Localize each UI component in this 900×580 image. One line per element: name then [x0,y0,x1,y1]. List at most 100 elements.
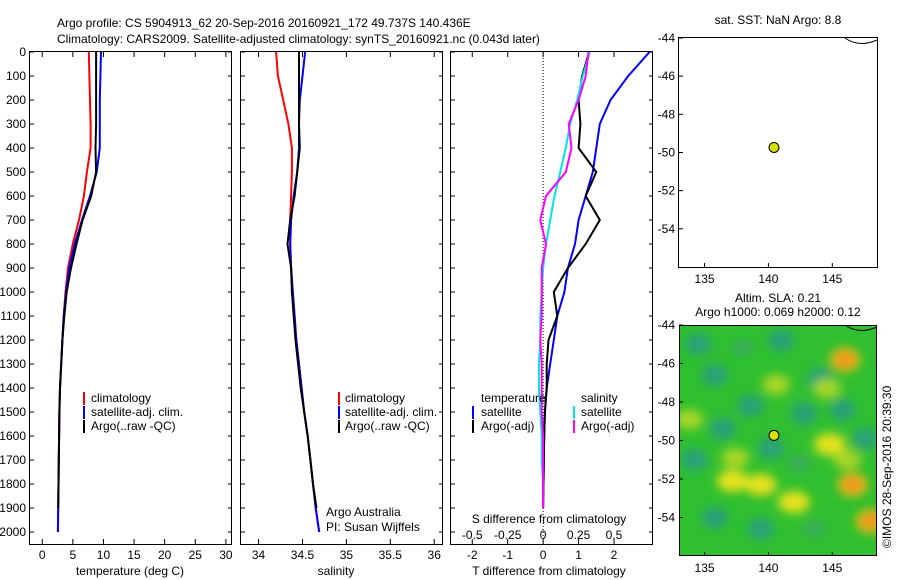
x2-tick-label: 0.25 [567,528,591,542]
x-tick-label: 5 [70,548,77,562]
legend-title-salinity: salinity [581,391,618,405]
sla-anomaly-cell [829,398,856,421]
legend-label-s-satellite: satellite [581,405,622,419]
difference-legend: temperature salinity satellite Argo(-adj… [472,391,634,433]
salinity-panel: 34 34.5 35 35.5 36 [241,51,443,562]
x2-tick-label: -0.25 [494,528,522,542]
y-tick-label: -44 [658,31,676,45]
series-line-argo-raw-qc [286,52,318,509]
legend-title-temperature: temperature [481,391,546,405]
s-difference-xlabel: S difference from climatology [472,512,627,526]
x-tick-label: 0 [540,548,547,562]
y-tick-label: -52 [658,184,676,198]
x-tick-label: 35.5 [379,548,403,562]
series-line-temperature-argo-adj [542,51,601,509]
legend-label-t-argo: Argo(-adj) [481,419,534,433]
y-tick-label: 1500 [0,405,26,419]
x-tick-label: 135 [695,272,715,286]
sla-anomaly-cell [791,402,818,425]
sla-map-title-1: Altim. SLA: 0.21 [735,291,821,305]
sst-map-title: sat. SST: NaN Argo: 8.8 [715,13,842,27]
sla-anomaly-cell [757,437,784,460]
x2-tick-label: 0 [540,528,547,542]
legend-label-climatology: climatology [91,391,151,405]
sla-anomaly-cell [737,394,764,417]
y-tick-label: 900 [6,261,26,275]
sla-anomaly-core [836,353,854,367]
x-tick-label: 135 [695,561,715,575]
y-tick-label: -46 [658,357,676,371]
sla-anomaly-cell [777,491,810,514]
y-tick-label: 800 [6,237,26,251]
y-tick-label: -50 [658,146,676,160]
x-tick-label: 140 [758,561,778,575]
sla-anomaly-cell [701,364,728,387]
sla-anomaly-cell [852,427,877,450]
y-tick-label: 1700 [0,453,26,467]
x-tick-label: 34.5 [291,548,315,562]
sla-anomaly-cell [813,378,842,399]
sla-anomaly-cell [788,454,811,473]
series-line-satellite-adj-clim [289,51,321,533]
sla-anomaly-cell [768,329,795,352]
y-tick-label: 600 [6,189,26,203]
x2-tick-label: -0.5 [462,528,483,542]
sla-anomaly-cell [803,520,826,539]
sla-field [679,329,877,541]
series-line-climatology [56,51,92,533]
legend-label-argo: Argo(..raw -QC) [91,419,176,433]
y-tick-label: 1300 [0,357,26,371]
legend-label-argo: Argo(..raw -QC) [345,419,430,433]
temperature-xlabel: temperature (deg C) [76,564,184,578]
sla-anomaly-cell [701,506,728,529]
salinity-xlabel: salinity [318,564,355,578]
y-tick-label: 2000 [0,525,26,539]
x-tick-label: 2 [611,548,618,562]
y-tick-label: -54 [658,222,676,236]
header-line-2: Climatology: CARS2009. Satellite-adjuste… [57,32,540,46]
y-tick-label: -48 [658,107,676,121]
sst-map-panel: 135 140 145 -44 -46 -48 -50 -52 -54 [658,31,878,286]
y-tick-label: -54 [658,511,676,525]
sla-anomaly-cell [813,433,846,456]
temperature-legend: climatology satellite-adj. clim. Argo(..… [83,391,183,433]
x-tick-label: 34 [252,548,266,562]
series-line-satellite-adj-clim [56,51,102,533]
series-line-argo-raw-qc [57,52,98,509]
y-tick-label: -46 [658,69,676,83]
sla-anomaly-cell [833,449,862,470]
sst-map-frame [678,37,878,268]
coastline [844,324,878,331]
x-tick-label: -2 [467,548,478,562]
series-line-salinity-satellite [537,51,591,508]
sla-anomaly-cell [681,448,708,471]
x-tick-label: 20 [158,548,172,562]
y-tick-label: 300 [6,117,26,131]
x-tick-label: 35 [340,548,354,562]
x-tick-label: 0 [39,548,46,562]
x-tick-label: 25 [189,548,203,562]
sla-anomaly-core [862,514,877,528]
sla-anomaly-cell [744,473,777,496]
y-tick-label: -50 [658,434,676,448]
sla-anomaly-core [844,478,861,492]
sla-anomaly-cell [762,374,791,395]
y-tick-label: 200 [6,93,26,107]
sla-heatmap [679,325,877,556]
x-tick-label: 10 [97,548,111,562]
y-tick-label: 1100 [0,309,26,323]
x-tick-label: 30 [219,548,233,562]
legend-label-t-satellite: satellite [481,405,522,419]
sla-anomaly-cell [721,447,750,468]
salinity-panel-frame [240,51,443,545]
y-tick-label: 1900 [0,501,26,515]
x2-tick-label: 0.5 [606,528,623,542]
y-tick-label: 700 [6,213,26,227]
sla-map-panel: 135 140 145 -44 -46 -48 -50 -52 -54 [658,318,878,575]
x-tick-label: 140 [758,272,778,286]
y-tick-label: 1200 [0,333,26,347]
argo-float-marker [768,141,780,153]
sla-map-title-2: Argo h1000: 0.069 h2000: 0.12 [695,305,861,319]
series-line-temperature-satellite [542,51,651,509]
series-line-salinity-argo-adj [539,51,590,508]
